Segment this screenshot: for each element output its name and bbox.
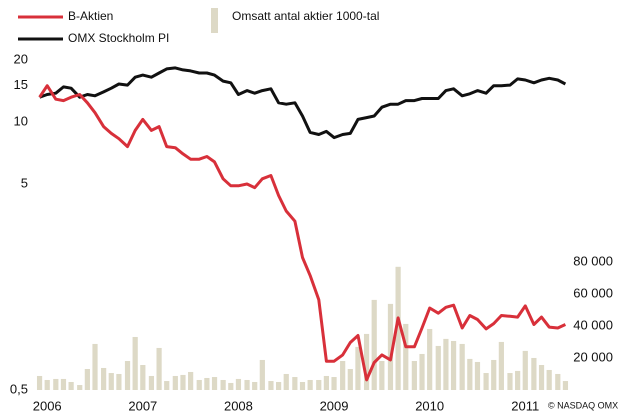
- volume-bar: [379, 361, 385, 390]
- y-tick-label: 10: [14, 113, 28, 128]
- volume-bar: [435, 345, 441, 390]
- volume-bar: [101, 367, 107, 390]
- volume-bar: [204, 377, 210, 390]
- volume-bar: [235, 378, 242, 390]
- line: [38, 84, 567, 382]
- volume-bar: [92, 343, 98, 390]
- y-tick-label: 0,5: [10, 381, 28, 396]
- volume-bar: [419, 353, 425, 390]
- volume-bar: [299, 381, 306, 390]
- copyright: © NASDAQ OMX: [548, 400, 618, 410]
- volume-bar: [331, 377, 337, 390]
- volume-bar: [283, 373, 289, 390]
- volume-bar: [562, 381, 569, 390]
- y-tick-label: 5: [21, 175, 28, 190]
- volume-bar: [132, 336, 138, 390]
- volume-bar: [259, 359, 265, 390]
- x-tick-label: 2006: [33, 398, 62, 412]
- x-tick-label: 2011: [511, 398, 539, 412]
- volume-bar: [156, 347, 162, 390]
- volume-bar: [220, 379, 226, 390]
- volume-bar: [498, 341, 504, 390]
- volume-bar: [148, 375, 155, 390]
- volume-bar: [355, 346, 361, 390]
- x-tick-label: 2009: [320, 398, 349, 412]
- volume-bar: [555, 373, 561, 390]
- line: [39, 66, 567, 140]
- volume-bar: [140, 365, 146, 390]
- volume-bar: [44, 379, 50, 390]
- volume-bar: [77, 385, 83, 390]
- volume-bar: [53, 378, 59, 390]
- volume-bar: [211, 377, 218, 390]
- y2-tick-label: 20 000: [573, 349, 613, 364]
- volume-bar: [252, 381, 258, 390]
- volume-bar: [275, 381, 282, 390]
- volume-bar: [108, 373, 114, 390]
- volume-bar: [172, 375, 178, 390]
- volume-bar: [483, 373, 489, 390]
- volume-bar: [60, 378, 67, 390]
- volume-bar: [443, 338, 449, 390]
- volume-bar: [474, 361, 481, 390]
- volume-bar: [323, 375, 330, 390]
- volume-bar: [228, 382, 234, 390]
- volume-bar: [292, 377, 298, 390]
- y-tick-label: 15: [14, 77, 28, 92]
- volume-bar: [347, 369, 353, 390]
- legend-swatch: [211, 8, 218, 33]
- volume-bar: [427, 328, 433, 390]
- y2-tick-label: 80 000: [573, 253, 613, 268]
- volume-bar: [307, 379, 313, 390]
- volume-bar: [244, 379, 250, 390]
- volume-bar: [522, 350, 528, 390]
- volume-bar: [491, 359, 497, 390]
- volume-bar: [387, 303, 394, 390]
- legend-label: Omsatt antal aktier 1000-tal: [232, 9, 379, 23]
- legend-label: OMX Stockholm PI: [68, 31, 169, 45]
- x-tick-label: 2010: [415, 398, 444, 412]
- volume-bar: [36, 375, 43, 390]
- volume-bar: [515, 370, 521, 390]
- volume-bar: [546, 369, 552, 390]
- volume-bar: [68, 381, 74, 390]
- volume-bar: [268, 381, 274, 390]
- volume-bar: [316, 379, 322, 390]
- volume-bar: [116, 373, 122, 390]
- volume-bar: [180, 374, 186, 390]
- volume-bar: [411, 361, 417, 390]
- volume-bar: [164, 381, 170, 390]
- volume-bar: [84, 369, 90, 390]
- volume-bar: [531, 357, 537, 390]
- volume-bar: [450, 340, 457, 390]
- volume-bar: [538, 365, 545, 390]
- volume-bar: [467, 358, 473, 390]
- volume-bar: [403, 323, 409, 390]
- y-tick-label: 20: [14, 51, 28, 66]
- volume-bar: [363, 333, 370, 390]
- y2-tick-label: 60 000: [573, 285, 613, 300]
- volume-bar: [371, 299, 377, 390]
- volume-bar: [188, 371, 194, 390]
- x-tick-label: 2007: [128, 398, 157, 412]
- y2-tick-label: 40 000: [573, 317, 613, 332]
- x-tick-label: 2008: [224, 398, 253, 412]
- volume-bar: [459, 343, 465, 390]
- volume-bar: [196, 379, 202, 390]
- legend-label: B-Aktien: [68, 9, 113, 23]
- volume-bar: [340, 361, 346, 390]
- volume-bar: [395, 266, 401, 390]
- volume-bar: [124, 361, 131, 390]
- volume-bar: [507, 373, 513, 390]
